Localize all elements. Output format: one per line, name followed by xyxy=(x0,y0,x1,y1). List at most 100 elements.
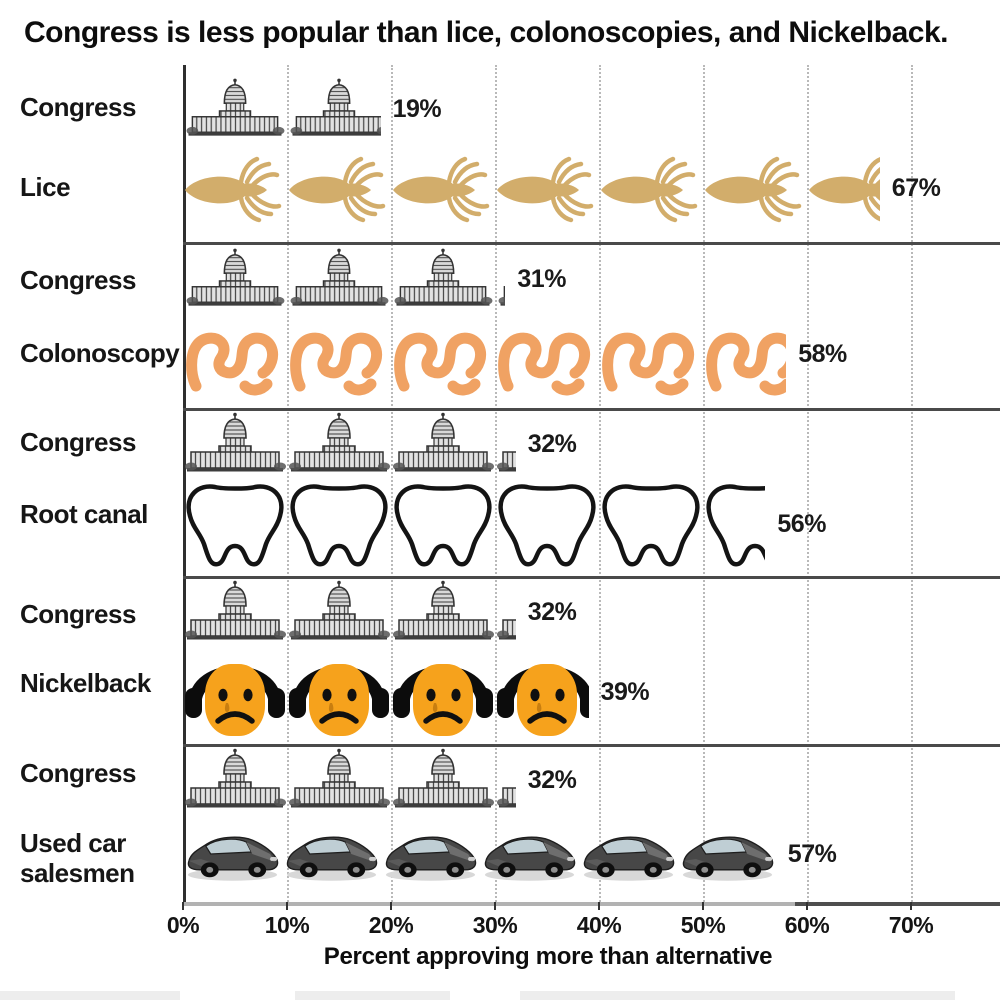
colonoscopy-icon xyxy=(703,312,786,396)
value-label: 31% xyxy=(517,265,566,293)
colonoscopy-icon xyxy=(391,312,495,396)
car-icon xyxy=(678,822,776,886)
pictogram-bar-congress xyxy=(183,412,516,476)
axis-tick xyxy=(390,902,392,910)
gridline xyxy=(287,65,289,902)
pair-separator xyxy=(183,408,1000,411)
capitol-icon xyxy=(183,248,287,310)
x-axis-line xyxy=(183,902,1000,906)
pictogram-bar-colonoscopy xyxy=(183,312,786,396)
capitol-icon xyxy=(495,248,505,310)
car-icon xyxy=(381,822,480,886)
nickelback-face-icon xyxy=(495,646,589,738)
x-tick-label: 20% xyxy=(368,912,414,938)
axis-tick xyxy=(286,902,288,910)
capitol-icon xyxy=(287,78,381,140)
colonoscopy-icon xyxy=(183,312,287,396)
row-label-congress-2: Congress xyxy=(20,265,136,295)
tooth-icon xyxy=(287,478,391,570)
value-label: 19% xyxy=(392,95,442,123)
capitol-icon xyxy=(391,748,495,812)
tooth-icon xyxy=(703,478,765,570)
axis-tick xyxy=(806,902,808,910)
value-label: 32% xyxy=(527,430,577,458)
axis-tick xyxy=(494,902,496,910)
axis-tick xyxy=(702,902,704,910)
row-label-congress-4: Congress xyxy=(20,599,136,629)
capitol-icon xyxy=(287,748,391,812)
row-label-congress-5: Congress xyxy=(20,758,136,788)
pictogram-bar-lice xyxy=(183,146,880,230)
louse-icon xyxy=(495,146,599,230)
x-tick-label: 0% xyxy=(166,912,200,938)
chart-title: Congress is less popular than lice, colo… xyxy=(24,16,948,49)
capitol-icon xyxy=(183,748,287,812)
gridline xyxy=(807,65,809,902)
x-tick-label: 60% xyxy=(784,912,830,938)
gridline xyxy=(911,65,913,902)
axis-tick xyxy=(910,902,912,910)
value-label: 32% xyxy=(527,598,577,626)
x-tick-label: 10% xyxy=(264,912,310,938)
pictogram-bar-root-canal xyxy=(183,478,765,570)
capitol-icon xyxy=(495,580,516,644)
gridline xyxy=(703,65,705,902)
capitol-icon xyxy=(391,248,495,310)
louse-icon xyxy=(807,146,880,230)
value-label: 57% xyxy=(787,840,837,868)
louse-icon xyxy=(287,146,391,230)
colonoscopy-icon xyxy=(599,312,703,396)
pictogram-bar-congress xyxy=(183,78,381,140)
car-icon xyxy=(282,822,381,886)
pair-separator xyxy=(183,576,1000,579)
louse-icon xyxy=(703,146,807,230)
value-label: 56% xyxy=(777,510,826,538)
x-axis-title: Percent approving more than alternative xyxy=(323,943,773,970)
row-label-used-car-salesmen: Used car salesmen xyxy=(20,828,135,888)
capitol-icon xyxy=(287,580,391,644)
x-tick-label: 30% xyxy=(472,912,518,938)
capitol-icon xyxy=(495,412,516,476)
value-label: 58% xyxy=(798,340,847,368)
gridline xyxy=(391,65,393,902)
capitol-icon xyxy=(391,412,495,476)
colonoscopy-icon xyxy=(495,312,599,396)
pair-separator xyxy=(183,744,1000,747)
nickelback-face-icon xyxy=(287,646,391,738)
axis-tick xyxy=(598,902,600,910)
pair-separator xyxy=(183,242,1000,245)
tooth-icon xyxy=(599,478,703,570)
capitol-icon xyxy=(183,580,287,644)
row-label-colonoscopy: Colonoscopy xyxy=(20,338,180,368)
louse-icon xyxy=(391,146,495,230)
car-icon xyxy=(480,822,579,886)
value-label: 32% xyxy=(527,766,577,794)
capitol-icon xyxy=(287,248,391,310)
nickelback-face-icon xyxy=(183,646,287,738)
value-label: 39% xyxy=(600,678,650,706)
bottom-strip xyxy=(0,991,1000,1000)
gridline xyxy=(599,65,601,902)
tooth-icon xyxy=(495,478,599,570)
gridline xyxy=(495,65,497,902)
capitol-icon xyxy=(183,78,287,140)
row-label-congress-3: Congress xyxy=(20,427,136,457)
tooth-icon xyxy=(183,478,287,570)
nickelback-face-icon xyxy=(391,646,495,738)
louse-icon xyxy=(599,146,703,230)
capitol-icon xyxy=(391,580,495,644)
row-label-lice: Lice xyxy=(20,172,71,202)
tooth-icon xyxy=(391,478,495,570)
pictogram-bar-congress xyxy=(183,248,505,310)
x-tick-label: 40% xyxy=(576,912,622,938)
capitol-icon xyxy=(183,412,287,476)
capitol-icon xyxy=(287,412,391,476)
pictogram-bar-used-car-salesmen xyxy=(183,822,776,886)
x-axis-line-dark-segment xyxy=(795,902,1000,906)
capitol-icon xyxy=(495,748,516,812)
car-icon xyxy=(183,822,282,886)
pictogram-bar-nickelback xyxy=(183,646,589,738)
row-label-congress-1: Congress xyxy=(20,92,136,122)
row-label-root-canal: Root canal xyxy=(20,499,148,529)
